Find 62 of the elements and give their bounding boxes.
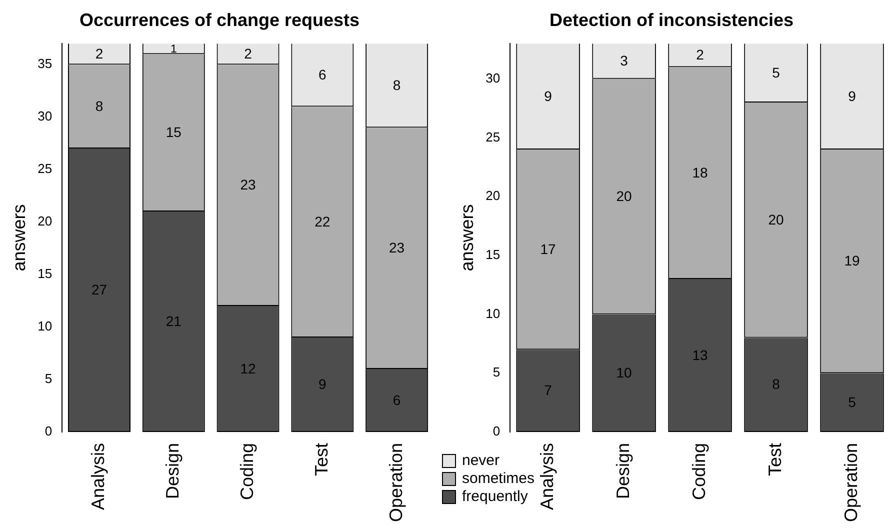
data-label: 6	[392, 392, 401, 408]
data-label: 9	[544, 88, 552, 104]
data-label: 21	[166, 313, 182, 330]
x-tick-label: Test	[311, 442, 332, 476]
data-label: 27	[91, 282, 108, 298]
x-tick-label: Analysis	[88, 442, 108, 510]
y-tick-label: 5	[492, 364, 500, 380]
y-tick-label: 15	[486, 247, 500, 262]
x-tick-label: Operation	[386, 442, 406, 522]
data-label: 8	[95, 98, 104, 114]
data-label: 15	[166, 124, 182, 140]
y-tick-label: 30	[486, 70, 500, 86]
y-axis-title: answers	[8, 204, 29, 272]
data-label: 18	[692, 164, 708, 180]
y-axis-title: answers	[456, 204, 477, 272]
y-tick-label: 10	[38, 318, 52, 334]
data-label: 7	[544, 382, 552, 398]
legend-label: never	[462, 452, 500, 470]
data-label: 9	[318, 376, 327, 392]
y-tick-label: 35	[38, 56, 52, 72]
y-tick-label: 15	[38, 266, 52, 282]
y-tick-label: 0	[44, 424, 52, 439]
data-label: 12	[240, 360, 256, 376]
data-label: 2	[244, 45, 252, 62]
y-tick-label: 25	[486, 129, 500, 144]
legend-label: frequently	[462, 488, 528, 506]
y-tick-label: 0	[492, 424, 500, 439]
y-tick-label: 25	[38, 161, 52, 176]
y-tick-label: 20	[38, 214, 52, 229]
data-label: 23	[389, 240, 405, 256]
data-label: 9	[848, 88, 856, 104]
data-label: 19	[844, 252, 860, 269]
data-label: 20	[768, 211, 784, 228]
data-label: 13	[692, 346, 708, 363]
data-label: 20	[616, 188, 632, 204]
x-tick-label: Design	[613, 442, 634, 499]
chart-title: Detection of inconsistencies	[549, 10, 794, 30]
data-label: 1	[170, 44, 177, 56]
data-label: 5	[772, 64, 780, 80]
y-tick-label: 10	[486, 306, 500, 321]
data-label: 17	[540, 240, 556, 257]
chart-title: Occurrences of change requests	[79, 10, 360, 30]
x-tick-label: Test	[764, 442, 785, 476]
data-label: 8	[392, 76, 401, 93]
data-label: 22	[314, 213, 330, 230]
x-tick-label: Coding	[237, 442, 257, 500]
data-label: 8	[772, 376, 780, 392]
y-tick-label: 20	[486, 188, 500, 204]
legend-label: sometimes	[462, 470, 535, 488]
data-label: 5	[848, 394, 856, 410]
data-label: 6	[318, 66, 327, 82]
data-label: 23	[240, 176, 256, 193]
y-tick-label: 5	[44, 371, 52, 386]
x-tick-label: Design	[162, 442, 183, 499]
y-tick-label: 30	[38, 108, 52, 124]
data-label: 10	[616, 364, 632, 380]
data-label: 3	[620, 52, 628, 69]
data-label: 2	[95, 45, 104, 62]
data-label: 2	[696, 46, 704, 63]
x-tick-label: Operation	[840, 442, 861, 522]
x-tick-label: Analysis	[537, 442, 558, 510]
x-tick-label: Coding	[689, 442, 709, 500]
